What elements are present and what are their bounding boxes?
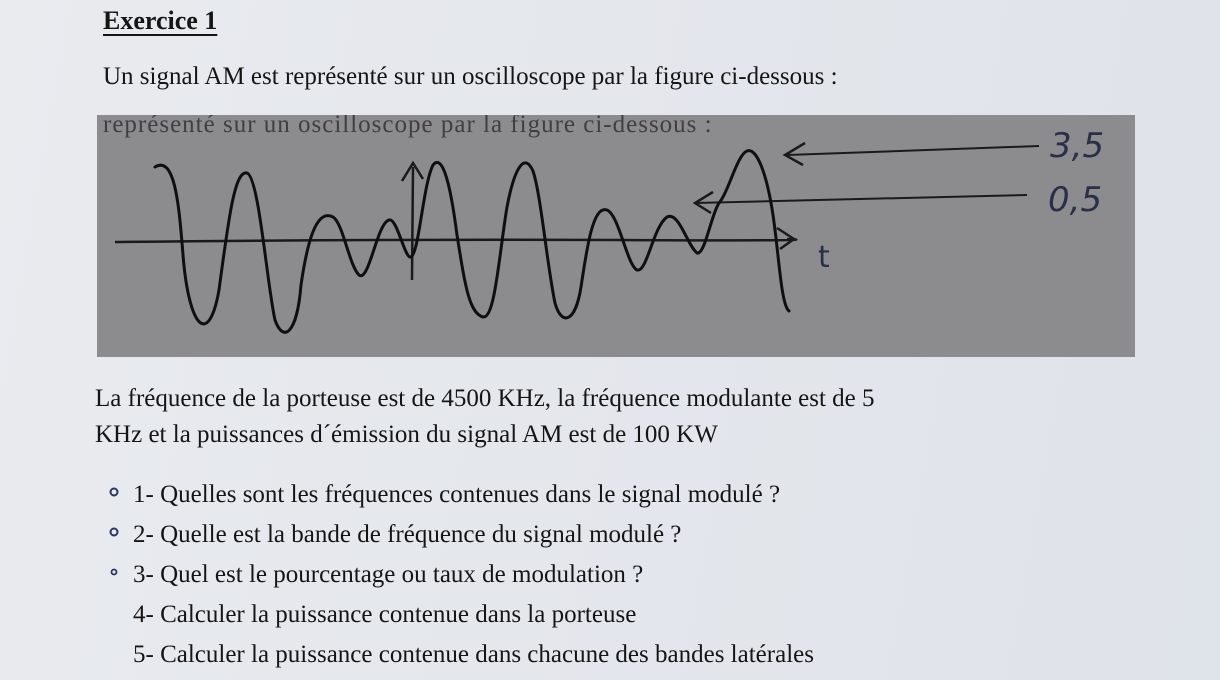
question-list: 1- Quelles sont les fréquences contenues… [109, 477, 814, 677]
question-text: Calculer la puissance contenue dans la p… [160, 601, 637, 628]
question-number: 1- [133, 481, 154, 508]
amplitude-axis [410, 166, 415, 281]
question-text: Quelles sont les fréquences contenues da… [160, 481, 781, 508]
question-item-5: 5- Calculer la puissance contenue dans c… [133, 637, 814, 677]
statement-line-1: La fréquence de la porteuse est de 4500 … [95, 385, 875, 412]
time-axis [114, 237, 798, 244]
max-level-line [786, 145, 1040, 156]
pen-mark-icon [110, 568, 118, 576]
figure-scanned-caption: représenté sur un oscilloscope par la fi… [103, 115, 713, 138]
question-item-2: 2- Quelle est la bande de fréquence du s… [109, 517, 814, 557]
problem-statement: La fréquence de la porteuse est de 4500 … [95, 381, 1155, 453]
question-number: 4- [133, 601, 154, 628]
question-text: Quel est le pourcentage ou taux de modul… [160, 561, 644, 588]
pen-mark-icon [109, 487, 119, 497]
max-level-label: 3,5 [1050, 126, 1105, 166]
question-text: Calculer la puissance contenue dans chac… [160, 641, 814, 668]
question-item-1: 1- Quelles sont les fréquences contenues… [109, 477, 814, 517]
question-number: 5- [133, 641, 154, 668]
min-level-arrowhead [692, 190, 714, 215]
question-text: Quelle est la bande de fréquence du sign… [160, 521, 682, 548]
question-item-4: 4- Calculer la puissance contenue dans l… [133, 597, 814, 637]
pen-mark-icon [109, 527, 119, 537]
oscilloscope-figure: représenté sur un oscilloscope par la fi… [97, 115, 1135, 357]
exercise-intro: Un signal AM est représenté sur un oscil… [103, 63, 838, 90]
time-axis-label: t [818, 240, 830, 275]
min-level-label: 0,5 [1048, 180, 1103, 220]
amplitude-axis-arrowhead [400, 160, 425, 182]
statement-line-2: KHz et la puissances d´émission du signa… [95, 421, 718, 448]
exercise-title: Exercice 1 [103, 6, 218, 35]
question-number: 3- [133, 561, 154, 588]
max-level-arrowhead [782, 141, 806, 167]
time-axis-arrowhead [776, 226, 797, 251]
min-level-line [694, 194, 1028, 204]
am-signal-drawing [114, 141, 1040, 334]
am-waveform [153, 149, 791, 334]
question-item-3: 3- Quel est le pourcentage ou taux de mo… [110, 557, 814, 597]
question-number: 2- [133, 521, 154, 548]
